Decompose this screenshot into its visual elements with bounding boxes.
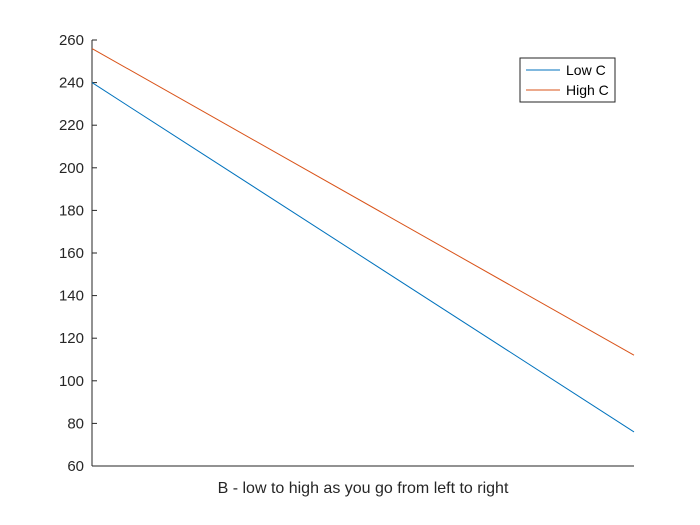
y-tick-label: 220 [59,117,84,134]
series-lines [91,48,635,433]
series-line-high-c [91,48,635,356]
legend-box [519,57,616,103]
y-tick-label: 180 [59,202,84,219]
y-tick-label: 100 [59,373,84,390]
legend-entries: Low C High C [526,62,609,98]
legend: Low C High C [519,57,616,103]
y-tick-label: 160 [59,245,84,262]
y-tick-label: 260 [59,32,84,49]
series-line-low-c [91,82,635,433]
y-tick-label: 80 [67,415,84,432]
y-tick-label: 60 [67,458,84,475]
x-axis-title: B - low to high as you go from left to r… [218,480,509,497]
legend-label: Low C [566,62,606,78]
y-tick-label: 120 [59,330,84,347]
y-axis-ticks [92,39,97,467]
y-axis-tick-labels: 60 80 100 120 140 160 180 200 220 240 260 [59,32,84,475]
legend-label: High C [566,82,609,98]
y-tick-label: 240 [59,75,84,92]
y-tick-label: 200 [59,160,84,177]
y-tick-label: 140 [59,288,84,305]
